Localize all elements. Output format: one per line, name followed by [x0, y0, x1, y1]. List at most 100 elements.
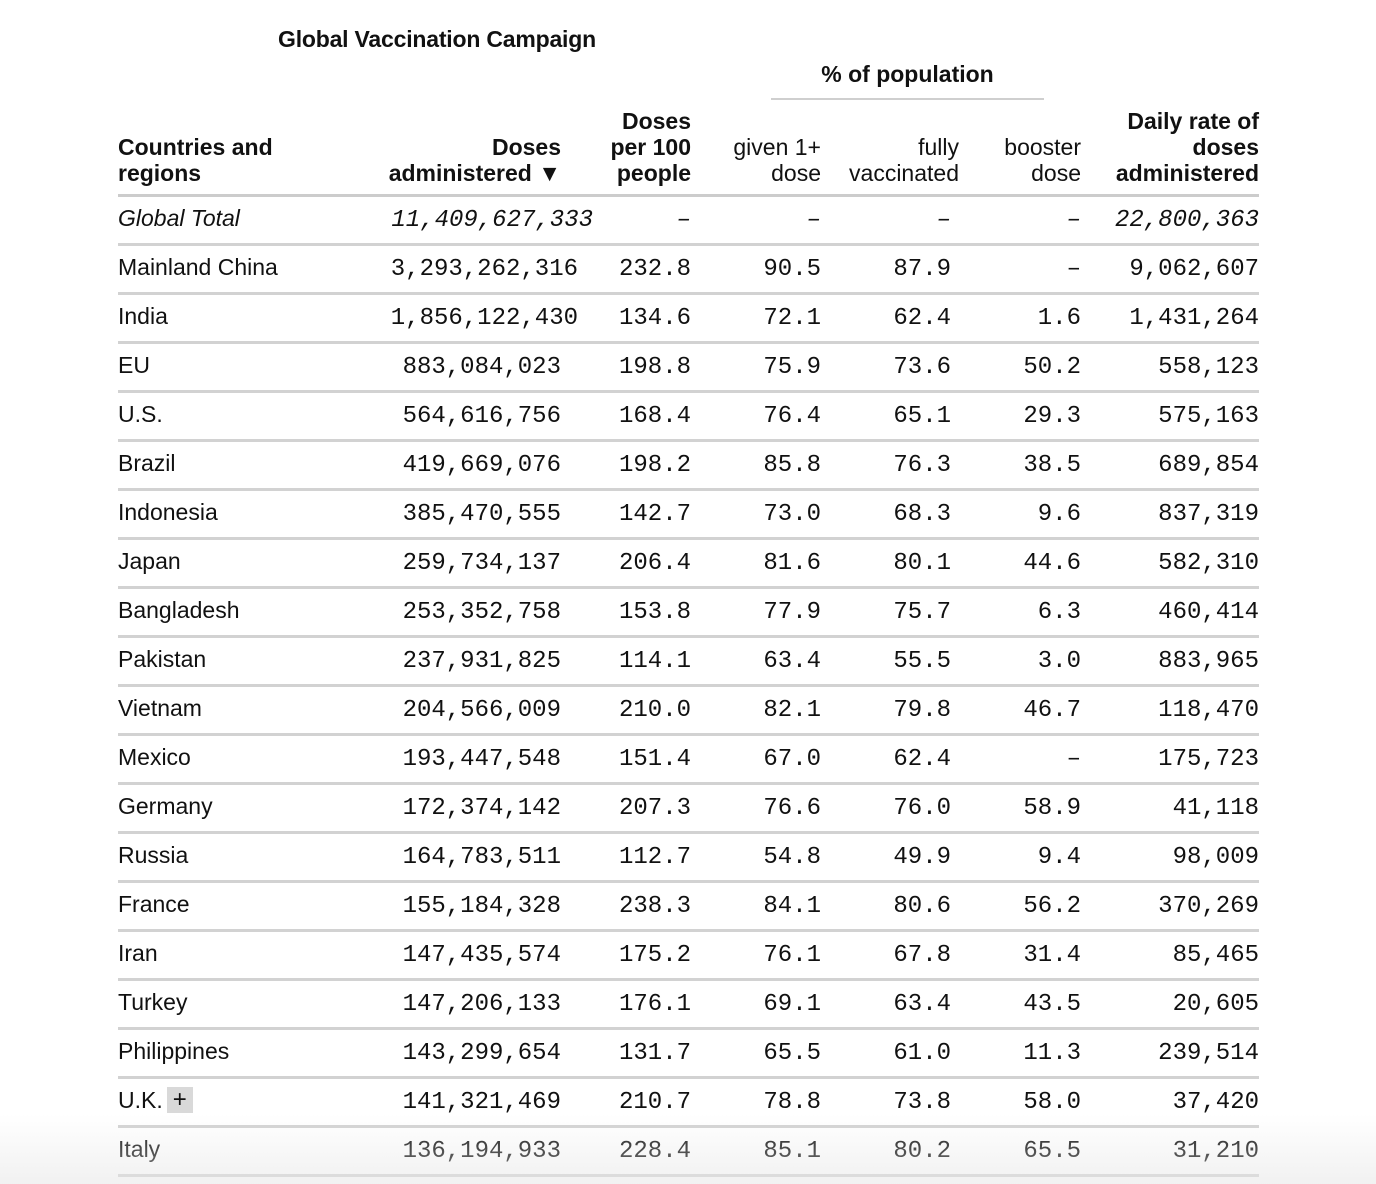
cell-booster-dose: 9.6 [1037, 501, 1081, 528]
cell-country-name: Turkey [118, 988, 187, 1016]
cell-doses-administered: 204,566,009 [402, 697, 561, 724]
table-row[interactable]: Vietnam 204,566,009 210.0 82.1 79.8 46.7 118,4… [118, 687, 1259, 736]
header-booster-dose[interactable]: booster dose [1004, 134, 1081, 186]
table-row[interactable]: Mexico 193,447,548 151.4 67.0 62.4 – 175,723 [118, 736, 1259, 785]
cell-doses-administered: 237,931,825 [402, 648, 561, 675]
country-name: Mainland China [118, 254, 278, 280]
header-fully-vaccinated[interactable]: fully vaccinated [849, 134, 959, 186]
table-row[interactable]: Japan 259,734,137 206.4 81.6 80.1 44.6 582,310 [118, 540, 1259, 589]
cell-daily-rate: 837,319 [1158, 501, 1259, 528]
cell-country-name: EU [118, 351, 150, 379]
header-daily-rate[interactable]: Daily rate of doses administered [1116, 108, 1259, 186]
cell-given-one-dose: 76.6 [763, 795, 821, 822]
cell-given-one-dose: 77.9 [763, 599, 821, 626]
cell-doses-administered: 3,293,262,316 [390, 256, 578, 283]
cell-given-one-dose: 76.1 [763, 942, 821, 969]
table-row[interactable]: U.K. +141,321,469 210.7 78.8 73.8 58.0 37,420 [118, 1079, 1259, 1128]
cell-fully-vaccinated: 61.0 [893, 1040, 951, 1067]
country-name: Philippines [118, 1038, 230, 1064]
cell-booster-dose: 58.0 [1023, 1089, 1081, 1116]
cell-fully-vaccinated: 49.9 [893, 844, 951, 871]
cell-doses-administered: 136,194,933 [402, 1138, 561, 1165]
cell-given-one-dose: 69.1 [763, 991, 821, 1018]
expand-plus-button[interactable]: + [166, 1086, 193, 1113]
cell-fully-vaccinated: 80.1 [893, 550, 951, 577]
cell-doses-per-100: 134.6 [618, 305, 691, 332]
cell-doses-per-100: 142.7 [618, 501, 691, 528]
cell-booster-dose: 11.3 [1023, 1040, 1081, 1067]
cell-doses-administered: 193,447,548 [402, 746, 561, 773]
cell-doses-per-100: 151.4 [618, 746, 691, 773]
cell-country-name: Russia [118, 841, 188, 869]
country-name: Brazil [118, 450, 176, 476]
table-row[interactable]: France 155,184,328 238.3 84.1 80.6 56.2 370,26… [118, 883, 1259, 932]
cell-booster-dose: 38.5 [1023, 452, 1081, 479]
cell-country-name: India [118, 302, 168, 330]
table-row[interactable]: Iran 147,435,574 175.2 76.1 67.8 31.4 85,465 [118, 932, 1259, 981]
cell-daily-rate: 9,062,607 [1129, 256, 1259, 283]
cell-doses-administered: 155,184,328 [402, 893, 561, 920]
table-row[interactable]: Germany 172,374,142 207.3 76.6 76.0 58.9 41,11… [118, 785, 1259, 834]
cell-given-one-dose: 85.8 [763, 452, 821, 479]
header-line: regions [118, 160, 202, 186]
cell-doses-administered: 564,616,756 [402, 403, 561, 430]
header-line: administered ▼ [388, 160, 561, 186]
cell-daily-rate: 689,854 [1158, 452, 1259, 479]
header-doses-administered[interactable]: Doses administered ▼ [389, 134, 561, 186]
table-row[interactable]: Turkey 147,206,133 176.1 69.1 63.4 43.5 20,605 [118, 981, 1259, 1030]
cell-fully-vaccinated: 63.4 [893, 991, 951, 1018]
cell-given-one-dose: 90.5 [763, 256, 821, 283]
cell-fully-vaccinated: 87.9 [893, 256, 951, 283]
cell-country-name: Italy [118, 1135, 160, 1163]
table-row[interactable]: Pakistan 237,931,825 114.1 63.4 55.5 3.0 883,9… [118, 638, 1259, 687]
cell-given-one-dose: 84.1 [763, 893, 821, 920]
header-line: dose [1031, 160, 1081, 186]
header-line: booster [1004, 134, 1081, 160]
table-row[interactable]: Russia 164,783,511 112.7 54.8 49.9 9.4 98,009 [118, 834, 1259, 883]
cell-doses-administered: 172,374,142 [402, 795, 561, 822]
table-row[interactable]: EU 883,084,023 198.8 75.9 73.6 50.2 558,123 [118, 344, 1259, 393]
cell-booster-dose: 43.5 [1023, 991, 1081, 1018]
cell-fully-vaccinated: 75.7 [893, 599, 951, 626]
cell-given-one-dose: 75.9 [763, 354, 821, 381]
table-row[interactable]: Brazil 419,669,076 198.2 85.8 76.3 38.5 689,85… [118, 442, 1259, 491]
table-row[interactable]: Philippines 143,299,654 131.7 65.5 61.0 11.3 2… [118, 1030, 1259, 1079]
country-name: Turkey [118, 989, 188, 1015]
table-row[interactable]: Bangladesh 253,352,758 153.8 77.9 75.7 6.3 460… [118, 589, 1259, 638]
population-group-header: % of population [771, 61, 1044, 100]
cell-booster-dose: – [1066, 256, 1081, 283]
table-row[interactable]: India 1,856,122,430 134.6 72.1 62.4 1.6 1,431,… [118, 295, 1259, 344]
cell-daily-rate: 118,470 [1158, 697, 1259, 724]
cell-doses-administered: 11,409,627,333 [391, 207, 593, 234]
country-name: Mexico [118, 744, 191, 770]
table-row-total[interactable]: Global Total 11,409,627,333 – – – – 22,800,363 [118, 197, 1259, 246]
table-row[interactable]: U.S. 564,616,756 168.4 76.4 65.1 29.3 575,163 [118, 393, 1259, 442]
header-doses-per-100[interactable]: Doses per 100 people [610, 108, 691, 186]
cell-booster-dose: 56.2 [1023, 893, 1081, 920]
country-name: Bangladesh [118, 597, 240, 623]
header-countries[interactable]: Countries and regions [118, 134, 273, 186]
cell-daily-rate: 22,800,363 [1114, 207, 1259, 234]
table-row[interactable]: Italy 136,194,933 228.4 85.1 80.2 65.5 31,210 [118, 1128, 1259, 1177]
table-row[interactable]: Indonesia 385,470,555 142.7 73.0 68.3 9.6 837,… [118, 491, 1259, 540]
cell-fully-vaccinated: 79.8 [893, 697, 951, 724]
table-row[interactable]: Mainland China 3,293,262,316 232.8 90.5 87.9… [118, 246, 1259, 295]
cell-booster-dose: 44.6 [1023, 550, 1081, 577]
country-name: France [118, 891, 190, 917]
header-line: per 100 [610, 134, 691, 160]
cell-booster-dose: 1.6 [1037, 305, 1081, 332]
country-name: Pakistan [118, 646, 207, 672]
cell-given-one-dose: 85.1 [763, 1138, 821, 1165]
header-line: dose [771, 160, 821, 186]
cell-given-one-dose: 63.4 [763, 648, 821, 675]
header-line: fully [918, 134, 959, 160]
cell-country-name: Mainland China [118, 253, 278, 281]
cell-daily-rate: 575,163 [1158, 403, 1259, 430]
header-line: Countries and [118, 134, 273, 160]
cell-country-name: Germany [118, 792, 213, 820]
cell-daily-rate: 582,310 [1158, 550, 1259, 577]
cell-booster-dose: 6.3 [1037, 599, 1081, 626]
header-given-one-dose[interactable]: given 1+ dose [733, 134, 821, 186]
cell-doses-per-100: 207.3 [618, 795, 691, 822]
country-name: U.K. [118, 1087, 163, 1113]
